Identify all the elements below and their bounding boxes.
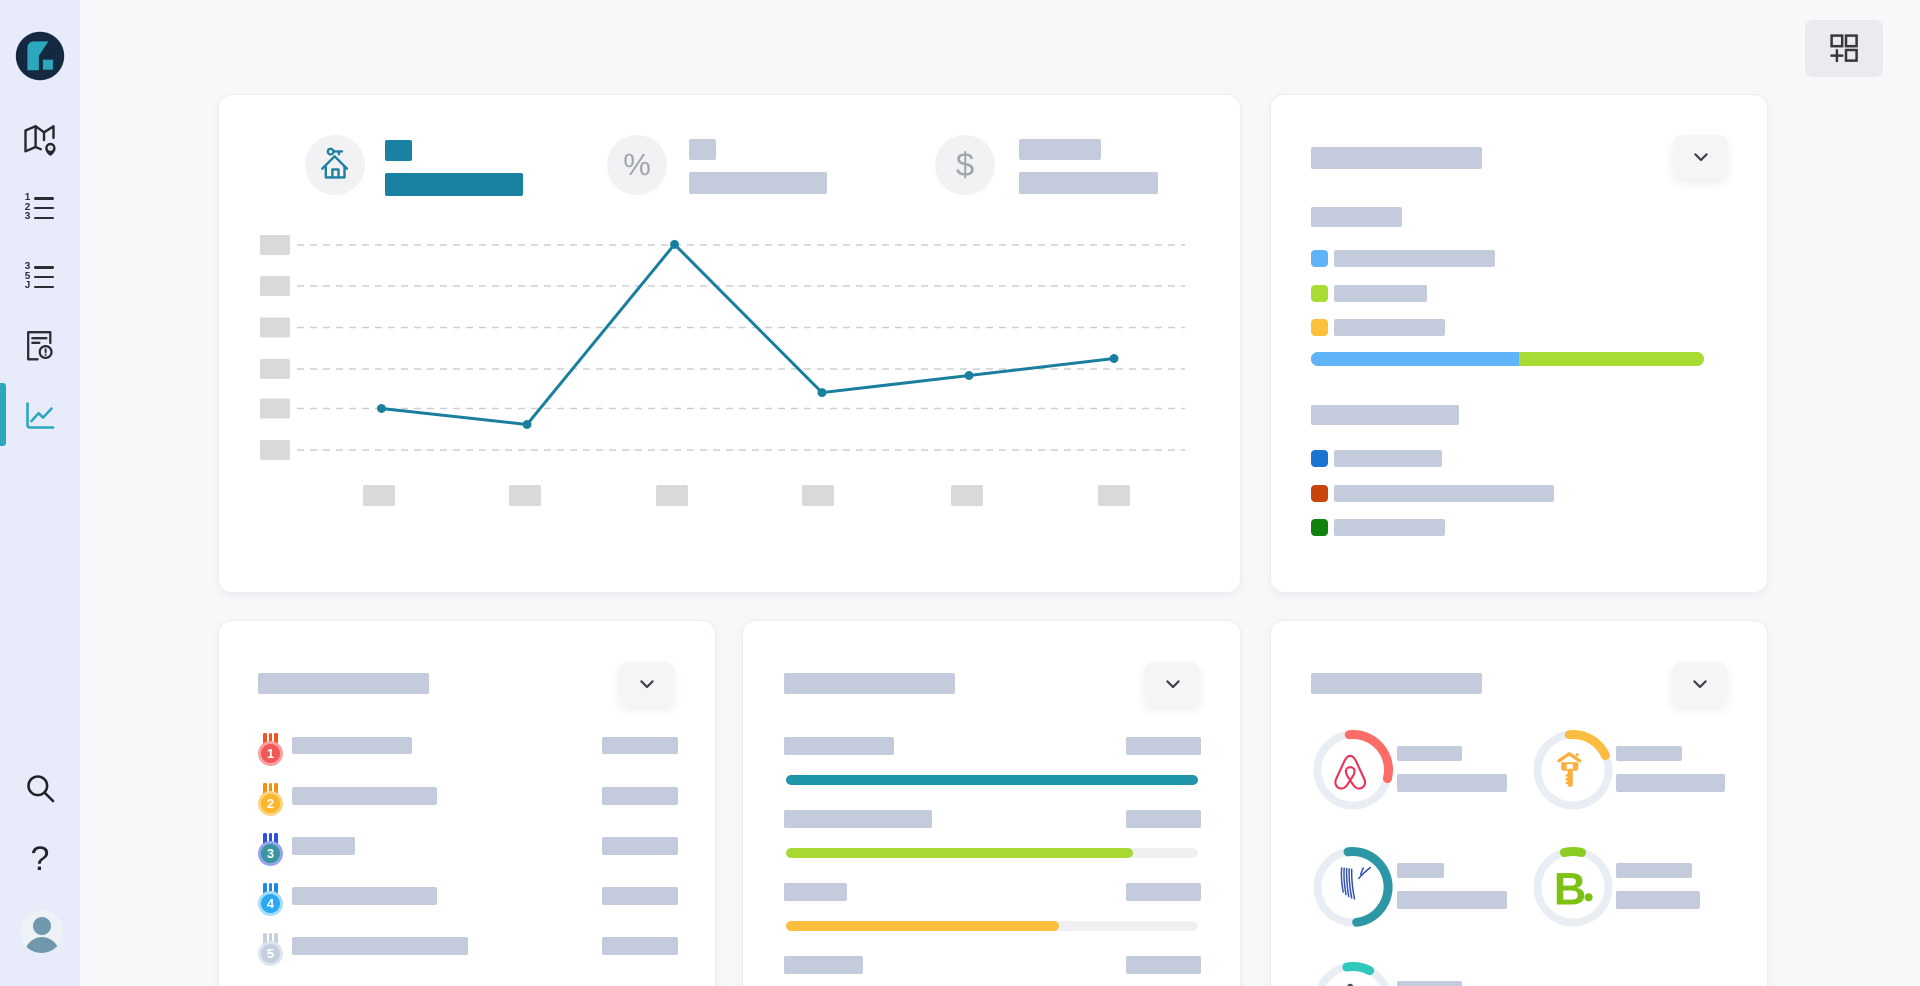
svg-text:B: B xyxy=(1553,863,1586,914)
